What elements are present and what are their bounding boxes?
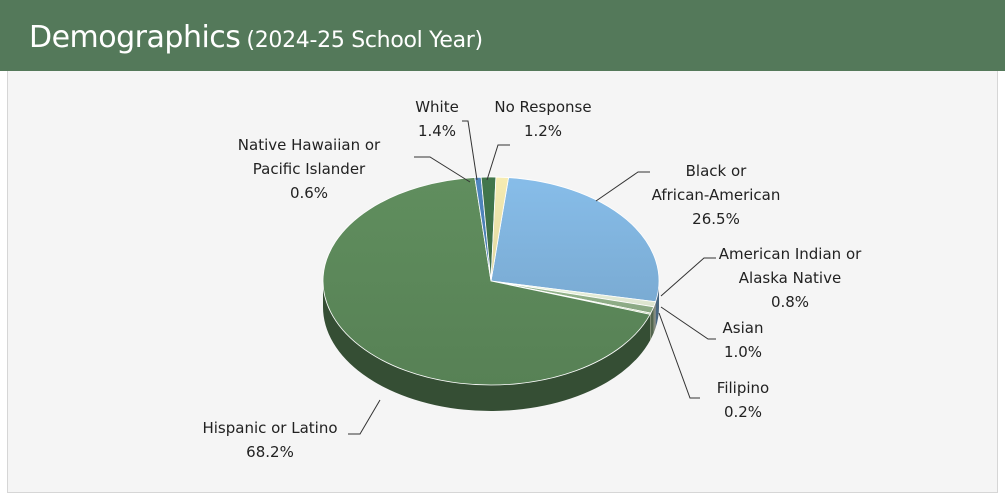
pie-slices	[322, 176, 660, 386]
pie-slice-hispanic-or-latino	[322, 177, 651, 386]
leader-line-filipino	[658, 312, 700, 399]
data-label-black-or-african-american: Black or African-American 26.5%	[652, 162, 781, 228]
data-label-white: White 1.4%	[415, 98, 459, 140]
title-subtitle: (2024-25 School Year)	[246, 28, 483, 53]
pie-side-hispanic-or-latino	[323, 281, 651, 411]
pie-slice-no-response	[490, 176, 510, 282]
leader-line-american-indian-or-alaska-native	[660, 257, 716, 297]
data-label-no-response: No Response 1.2%	[494, 98, 591, 140]
leader-line-white	[462, 120, 478, 181]
pie-side-american-indian-or-alaska-native	[653, 301, 656, 333]
leader-line-native-hawaiian-or-pacific-islander	[414, 156, 471, 183]
leader-line-asian	[660, 306, 716, 340]
pie-side-asian	[650, 306, 654, 340]
title-main: Demographics	[29, 20, 241, 55]
data-label-hispanic-or-latino: Hispanic or Latino 68.2%	[202, 419, 337, 461]
data-label-native-hawaiian-or-pacific-islander: Native Hawaiian or Pacific Islander 0.6%	[238, 136, 381, 202]
data-label-asian: Asian 1.0%	[723, 319, 764, 361]
pie-labels: Black or African-American 26.5% American In…	[202, 98, 862, 461]
chart-panel	[7, 71, 998, 493]
data-label-american-indian-or-alaska-native: American Indian or Alaska Native 0.8%	[719, 245, 862, 311]
leader-line-black-or-african-american	[595, 171, 650, 202]
leader-line-no-response	[486, 144, 510, 181]
data-label-filipino: Filipino 0.2%	[717, 379, 769, 421]
card-header: Demographics (2024-25 School Year)	[0, 0, 1005, 71]
pie-side-filipino	[650, 313, 651, 341]
leader-line-hispanic-or-latino	[348, 399, 381, 435]
pie-slice-black-or-african-american	[490, 177, 660, 303]
page-title: Demographics (2024-25 School Year)	[29, 20, 483, 55]
